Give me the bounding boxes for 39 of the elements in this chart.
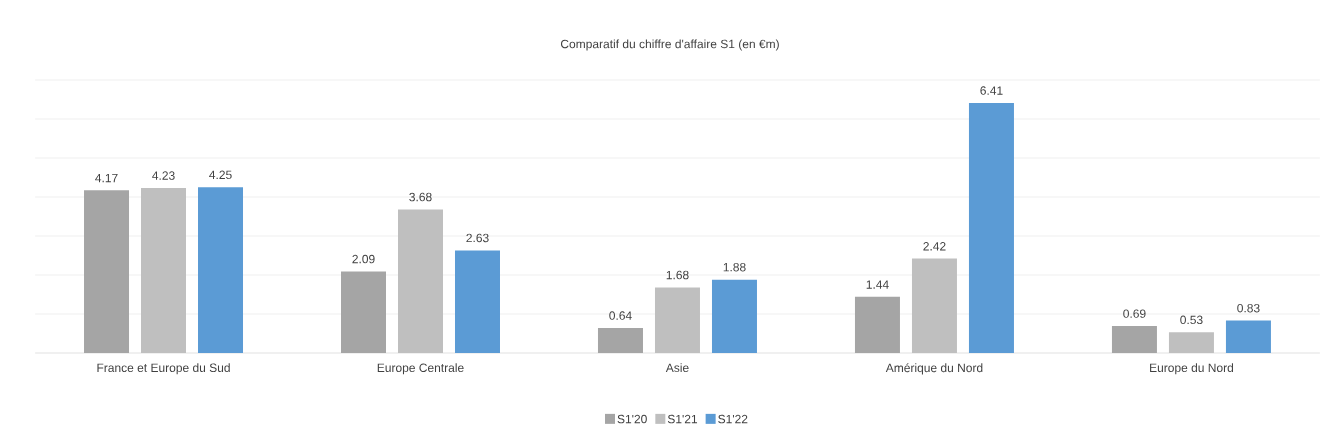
bar: [341, 271, 386, 353]
data-label: 0.83: [1237, 303, 1260, 313]
bar: [654, 287, 700, 353]
data-label: 4.23: [152, 171, 175, 180]
chart-title: Comparatif du chiffre d'affaire S1 (en €m): [560, 39, 779, 51]
data-label: 2.42: [923, 242, 946, 251]
data-label: 4.17: [95, 173, 118, 183]
data-label: 4.25: [209, 170, 232, 180]
data-label: 1.88: [723, 262, 746, 272]
data-label: 2.63: [466, 233, 489, 243]
bar: [454, 250, 500, 353]
x-tick-label: Europe du Nord: [1150, 363, 1234, 375]
x-tick-label: Europe Centrale: [377, 363, 464, 375]
data-label: 1.68: [666, 270, 689, 280]
bar: [1168, 332, 1214, 353]
bar: [597, 328, 643, 353]
data-label: 6.41: [980, 86, 1003, 95]
data-label: 2.09: [352, 254, 375, 264]
bar: [141, 188, 187, 353]
x-tick-label: Asie: [665, 363, 689, 372]
bar: [198, 187, 244, 353]
legend-label: S1'20: [617, 414, 647, 424]
data-label: 1.44: [866, 280, 889, 289]
bar: [1111, 326, 1157, 353]
bar: [854, 296, 900, 353]
data-label: 0.53: [1180, 315, 1203, 325]
bar: [911, 258, 957, 353]
bar: [968, 103, 1014, 353]
legend-label: S1'22: [718, 414, 748, 424]
data-label: 0.64: [609, 311, 632, 320]
bar: [711, 279, 757, 353]
x-tick-label: Amérique du Nord: [885, 363, 983, 375]
bar: [1225, 320, 1271, 353]
bar: [84, 190, 130, 353]
legend-label: S1'21: [667, 414, 698, 424]
bar: [397, 209, 443, 353]
data-label: 0.69: [1123, 309, 1146, 318]
data-label: 3.68: [409, 192, 432, 202]
x-tick-label: France et Europe du Sud: [97, 363, 230, 375]
